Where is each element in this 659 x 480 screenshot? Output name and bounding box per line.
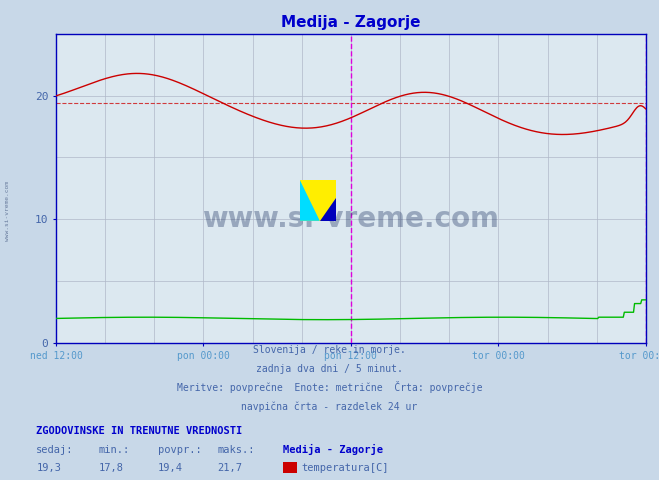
Title: Medija - Zagorje: Medija - Zagorje [281,15,420,30]
Text: 17,8: 17,8 [99,463,124,473]
Text: 19,3: 19,3 [36,463,61,473]
Polygon shape [320,198,336,221]
Text: Meritve: povprečne  Enote: metrične  Črta: povprečje: Meritve: povprečne Enote: metrične Črta:… [177,381,482,393]
Text: www.si-vreme.com: www.si-vreme.com [5,181,11,241]
Text: maks.:: maks.: [217,444,255,455]
Polygon shape [300,180,320,221]
Text: 19,4: 19,4 [158,463,183,473]
Text: ZGODOVINSKE IN TRENUTNE VREDNOSTI: ZGODOVINSKE IN TRENUTNE VREDNOSTI [36,426,243,436]
Text: Slovenija / reke in morje.: Slovenija / reke in morje. [253,345,406,355]
Text: Medija - Zagorje: Medija - Zagorje [283,444,384,455]
Text: www.si-vreme.com: www.si-vreme.com [202,205,500,233]
Text: zadnja dva dni / 5 minut.: zadnja dva dni / 5 minut. [256,364,403,374]
Text: navpična črta - razdelek 24 ur: navpična črta - razdelek 24 ur [241,402,418,412]
Text: min.:: min.: [99,444,130,455]
Text: temperatura[C]: temperatura[C] [301,463,389,473]
Text: sedaj:: sedaj: [36,444,74,455]
Text: 21,7: 21,7 [217,463,243,473]
Text: povpr.:: povpr.: [158,444,202,455]
